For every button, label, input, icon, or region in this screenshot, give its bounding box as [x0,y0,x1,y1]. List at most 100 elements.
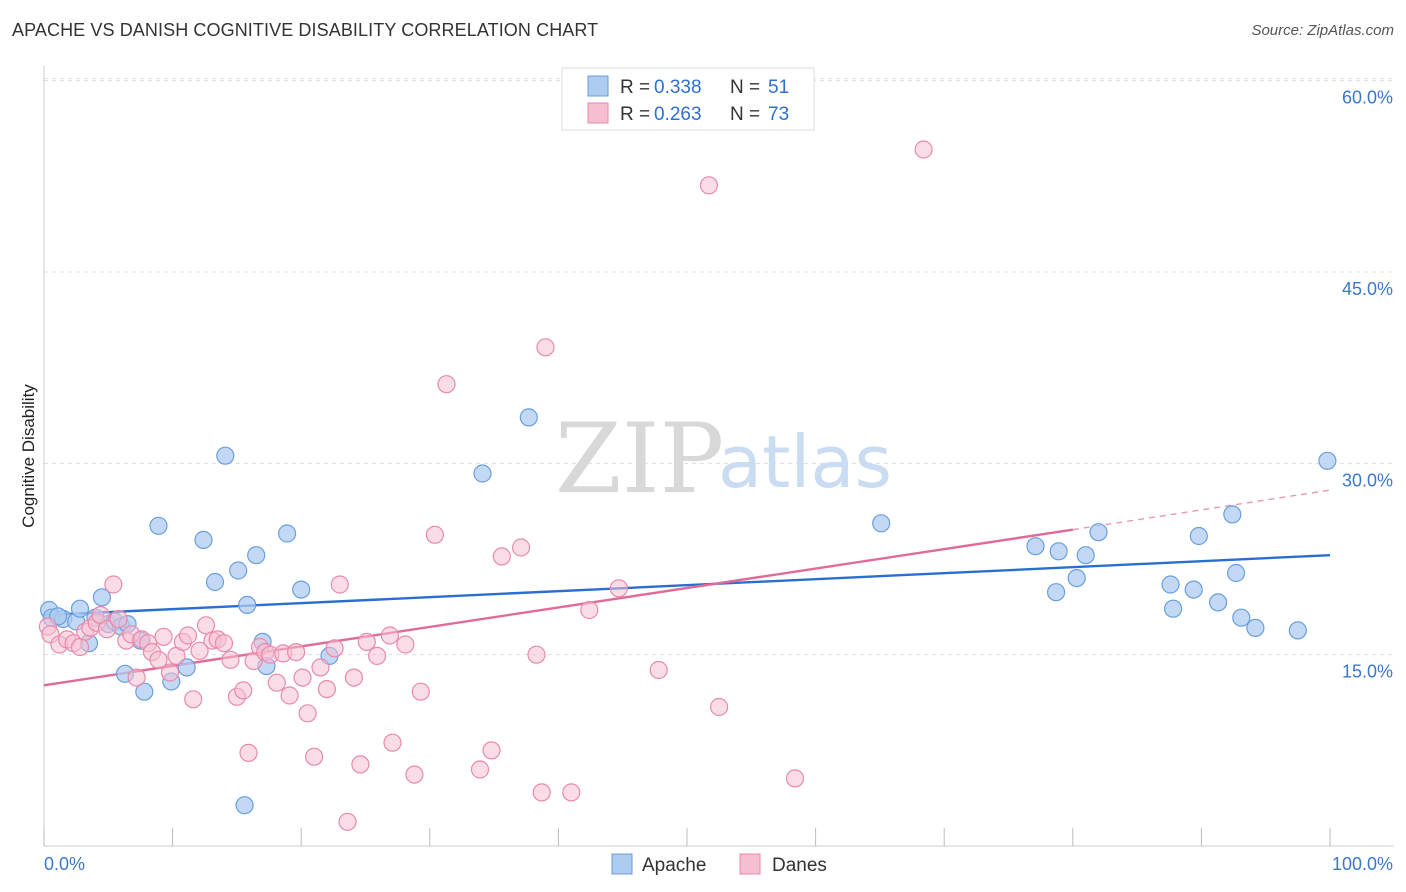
point-danes [293,668,312,687]
point-danes [184,690,203,709]
point-apache [135,682,154,701]
tick-labels: 15.0% 30.0% 45.0% 60.0% 0.0% 100.0% [44,88,1393,874]
point-danes [325,639,344,658]
point-danes [344,668,363,687]
correlation-legend: R = 0.338 N = 51 R = 0.263 N = 73 [561,67,815,131]
point-danes [580,600,599,620]
point-danes [492,547,511,566]
y-tick-label: 60.0% [1342,88,1393,108]
point-danes [104,575,123,594]
point-danes [380,626,399,645]
point-danes [221,650,240,669]
y-tick-label: 45.0% [1342,279,1393,299]
point-danes [239,743,258,763]
point-apache [238,595,257,615]
point-apache [1232,608,1251,627]
point-apache [519,408,538,427]
legend-label-apache: Apache [642,855,706,876]
point-danes [536,338,555,357]
point-danes [527,645,546,664]
point-apache [177,658,196,677]
legend-n-value-apache: 51 [768,77,789,98]
point-danes [470,760,490,779]
point-danes [280,686,299,705]
point-danes [127,668,146,687]
point-danes [317,679,336,699]
point-apache [216,446,235,465]
legend-n-label-apache: N = [730,77,760,98]
point-apache [1076,546,1095,565]
y-tick-label: 30.0% [1342,470,1393,490]
point-apache [1046,583,1066,602]
legend-swatch-danes [587,102,609,124]
axes [43,66,1394,847]
point-danes [305,747,324,766]
point-danes [368,646,387,666]
watermark-zip: ZIP [555,403,724,515]
y-tick-label: 15.0% [1342,662,1393,682]
point-apache [205,572,225,592]
point-danes [178,626,198,645]
legend-swatch-apache [587,75,609,97]
point-danes [425,525,444,544]
legend-r-label-apache: R = [620,77,650,98]
point-apache [292,580,311,599]
legend-swatch-apache-bottom [611,853,633,875]
point-danes [383,733,402,752]
point-danes [562,783,581,802]
point-apache [149,516,168,535]
point-danes [214,634,234,653]
x-tick-label-min: 0.0% [44,854,85,874]
point-danes [511,538,531,557]
point-apache [1226,563,1246,583]
point-danes [699,176,719,195]
point-danes [330,575,349,594]
point-apache [1067,568,1086,588]
point-apache [1089,523,1108,542]
point-danes [267,673,286,692]
legend-n-value-danes: 73 [768,104,789,125]
chart-title: APACHE VS DANISH COGNITIVE DISABILITY CO… [12,20,599,40]
legend-swatch-danes-bottom [739,853,761,875]
point-danes [311,658,330,677]
point-danes [396,635,415,654]
point-danes [709,697,729,717]
point-danes [482,741,501,760]
trend-line-danes [43,528,1073,687]
point-apache [229,561,248,580]
point-danes [649,660,668,680]
point-apache [247,546,266,565]
legend-label-danes: Danes [772,855,827,876]
point-danes [149,650,168,669]
point-danes [351,755,370,774]
point-danes [785,769,805,788]
point-danes [196,616,216,635]
trend-lines [43,489,1331,687]
point-apache [70,599,90,618]
point-apache [235,796,254,815]
point-apache [92,588,112,607]
data-points [38,140,1337,831]
point-danes [411,682,430,701]
point-danes [97,620,117,639]
point-apache [1288,621,1307,640]
point-apache [1161,575,1180,594]
point-apache [872,514,891,533]
point-danes [154,627,173,646]
point-danes [532,783,551,802]
legend-r-value-danes: 0.263 [654,104,702,125]
legend-r-value-apache: 0.338 [654,77,702,98]
y-axis-title: Cognitive Disability [19,384,38,528]
point-apache [1246,618,1265,638]
point-danes [338,812,357,831]
point-apache [1318,451,1337,470]
point-apache [1184,580,1203,599]
point-apache [1208,593,1228,612]
trend-line-apache [43,553,1331,617]
point-apache [278,524,297,543]
point-apache [1049,542,1068,561]
series-legend: Apache Danes [611,853,827,876]
point-danes [287,642,306,662]
point-apache [1163,599,1183,618]
